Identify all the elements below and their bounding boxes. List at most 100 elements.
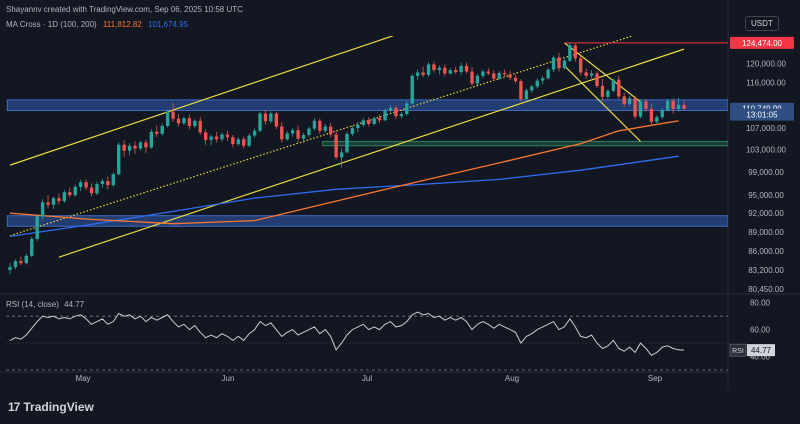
candle-body — [68, 192, 72, 196]
candle-body — [475, 75, 480, 84]
candle-body — [193, 120, 197, 127]
candle — [660, 107, 664, 120]
candle-body — [89, 187, 94, 194]
price-tick-label: 86,000.00 — [748, 247, 784, 256]
candle-body — [269, 113, 273, 122]
candle-body — [579, 58, 583, 73]
candle — [242, 136, 246, 149]
candle-body — [149, 131, 154, 148]
price-tick-label: 95,000.00 — [748, 191, 784, 200]
candle-body — [84, 182, 88, 188]
candle-body — [296, 130, 300, 139]
candle-body — [285, 133, 289, 140]
candle — [410, 73, 414, 105]
candle — [89, 183, 94, 197]
price-tick-label: 103,000.00 — [746, 146, 787, 155]
candle — [464, 62, 469, 74]
candle — [535, 78, 539, 89]
candle — [209, 134, 213, 146]
candle — [622, 92, 626, 107]
channel-mid — [9, 36, 634, 237]
candle — [399, 112, 404, 119]
candle — [144, 139, 148, 153]
candle — [644, 98, 648, 112]
candle — [356, 121, 360, 133]
candle — [492, 70, 496, 82]
time-tick-label: Aug — [505, 374, 519, 383]
candle-body — [383, 110, 387, 121]
candle — [68, 187, 72, 198]
candle-body — [57, 198, 61, 202]
candle — [638, 99, 643, 119]
candle-body — [551, 57, 556, 70]
candle-body — [182, 118, 186, 124]
candle-body — [454, 70, 458, 73]
candle-body — [666, 100, 670, 110]
candle — [415, 69, 420, 80]
tradingview-logo: 17 TradingView — [8, 400, 94, 414]
candle — [193, 119, 197, 129]
rsi-line — [9, 311, 685, 356]
candle-body — [274, 113, 279, 127]
candle-body — [203, 132, 208, 140]
candle — [617, 75, 621, 99]
rsi-badge-label: RSI — [732, 348, 744, 355]
candle — [84, 179, 88, 191]
candle — [546, 67, 550, 80]
candle — [274, 112, 279, 130]
candle — [312, 118, 317, 131]
candle-body — [568, 45, 572, 61]
candle-body — [394, 107, 398, 117]
candle-body — [497, 72, 501, 79]
candle-body — [220, 134, 224, 140]
candle-body — [377, 118, 382, 121]
currency-badge[interactable]: USDT — [745, 16, 779, 31]
rsi-tick-label: 60.00 — [750, 326, 771, 335]
rsi-legend-value: 44.77 — [64, 300, 85, 309]
candle — [171, 102, 175, 122]
candle — [225, 130, 230, 141]
rsi-legend[interactable]: RSI (14, close) 44.77 — [6, 300, 84, 309]
rsi-badge-label-box — [729, 343, 747, 357]
candle — [117, 142, 121, 176]
candle — [367, 117, 371, 127]
candle-body — [638, 101, 643, 117]
candle-body — [144, 142, 148, 148]
candle — [551, 55, 556, 73]
price-tick-label: 80,450.00 — [748, 285, 784, 294]
time-tick-label: Jun — [222, 374, 235, 383]
candle — [568, 42, 572, 63]
candle — [649, 103, 654, 127]
candle-body — [432, 64, 436, 71]
price-tick-label: 92,000.00 — [748, 209, 784, 218]
candle-body — [13, 261, 18, 268]
candle — [421, 66, 425, 78]
channel-lower — [58, 48, 685, 258]
candle — [133, 141, 137, 154]
candle-body — [649, 108, 654, 122]
candle-body — [111, 174, 115, 186]
candle-body — [535, 80, 539, 87]
tradingview-logo-text: TradingView — [23, 400, 94, 414]
candle-body — [51, 198, 56, 205]
candle-body — [339, 152, 344, 158]
candle — [361, 118, 365, 128]
candle-body — [24, 255, 28, 264]
price-tick-label: 107,000.00 — [746, 124, 787, 133]
candle — [655, 115, 659, 124]
candle-body — [606, 90, 610, 97]
candle — [247, 133, 251, 147]
candle — [513, 74, 518, 84]
candle-body — [388, 107, 393, 111]
candle-body — [106, 181, 110, 186]
candle — [231, 135, 235, 148]
candle-body — [426, 64, 431, 75]
candle-body — [171, 111, 175, 119]
candle — [51, 196, 56, 209]
candle — [432, 61, 436, 73]
candle — [220, 132, 224, 142]
candle — [138, 140, 143, 151]
indicator-legend[interactable]: MA Cross · 1D (100, 200) 111,812.82 101,… — [6, 20, 192, 29]
author-line: Shayannv created with TradingView.com, S… — [6, 5, 243, 14]
